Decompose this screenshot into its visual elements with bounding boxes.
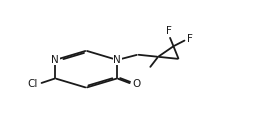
Text: O: O xyxy=(133,79,141,89)
Text: N: N xyxy=(113,55,121,65)
Text: F: F xyxy=(187,34,193,44)
Text: F: F xyxy=(166,26,172,36)
Text: N: N xyxy=(51,55,59,65)
Text: Cl: Cl xyxy=(27,79,38,89)
